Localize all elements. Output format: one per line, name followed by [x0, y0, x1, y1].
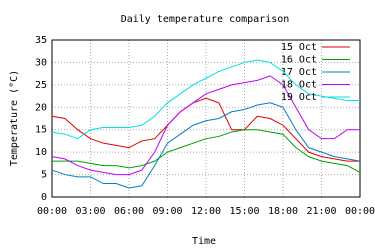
y-tick-label: 10 [35, 147, 47, 158]
y-tick-label: 30 [35, 57, 47, 68]
y-tick-label: 35 [35, 35, 47, 46]
x-tick-label: 06:00 [114, 206, 144, 217]
x-tick-label: 15:00 [229, 206, 259, 217]
x-axis-label: Time [192, 236, 216, 247]
x-tick-label: 12:00 [191, 206, 221, 217]
chart-title: Daily temperature comparison [121, 14, 290, 25]
y-tick-label: 25 [35, 80, 47, 91]
x-tick-label: 00:00 [345, 206, 375, 217]
series-line [51, 75, 360, 176]
x-tick-label: 18:00 [268, 206, 298, 217]
y-tick-label: 5 [41, 170, 47, 181]
legend-label: 19 Oct [281, 92, 317, 103]
series-line [52, 129, 361, 173]
legend-label: 17 Oct [281, 67, 317, 78]
y-axis-label: Temperature (°C) [9, 70, 20, 166]
y-tick-label: 0 [41, 192, 47, 203]
series-line [51, 102, 361, 189]
y-tick-label: 20 [35, 102, 47, 113]
legend-label: 16 Oct [281, 55, 317, 66]
y-tick-label: 15 [35, 125, 47, 136]
legend-label: 15 Oct [281, 42, 317, 53]
series-line [51, 59, 360, 140]
x-tick-label: 09:00 [152, 206, 182, 217]
plot-frame [51, 39, 361, 198]
x-tick-label: 03:00 [75, 206, 105, 217]
legend-label: 18 Oct [281, 80, 317, 91]
x-tick-label: 00:00 [37, 206, 67, 217]
x-tick-label: 21:00 [306, 206, 336, 217]
series-line [51, 97, 360, 162]
